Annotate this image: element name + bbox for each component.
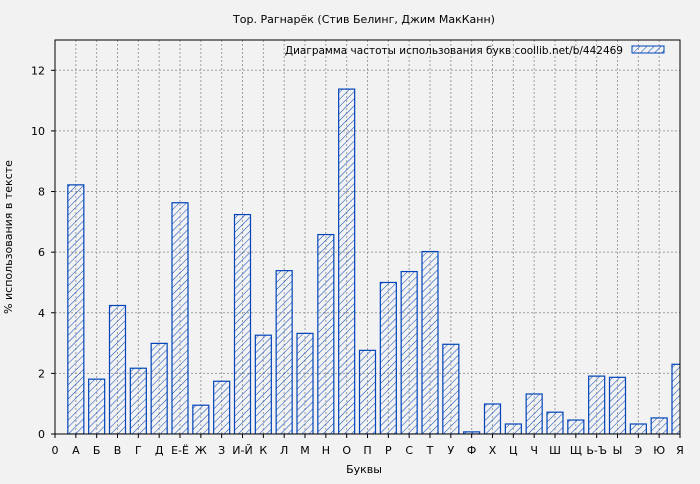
x-tick-label: В: [114, 444, 122, 457]
bar-Ц: [504, 423, 522, 434]
legend-label: Диаграмма частоты использования букв coo…: [285, 45, 623, 57]
bar-С: [400, 270, 418, 434]
y-tick-label: 0: [38, 428, 45, 441]
legend-swatch: [631, 45, 665, 54]
bar-А: [67, 184, 85, 434]
x-tick-label: П: [363, 444, 371, 457]
bar-Ю: [650, 417, 668, 434]
x-tick-label: Г: [135, 444, 142, 457]
y-tick-label: 4: [38, 307, 45, 320]
bar-Н: [317, 233, 335, 434]
x-axis-label: Буквы: [346, 463, 382, 476]
bar-И-Й: [233, 213, 252, 434]
x-tick-label: Т: [426, 444, 434, 457]
bar-Л: [275, 270, 293, 434]
y-tick-label: 12: [31, 64, 45, 77]
bar-Э: [629, 423, 647, 434]
x-tick-label: 0: [52, 444, 59, 457]
x-tick-label: К: [259, 444, 267, 457]
bar-М: [296, 332, 314, 434]
bar-Ч: [525, 393, 543, 434]
bar-Х: [483, 403, 502, 434]
x-tick-label: Ш: [549, 444, 561, 457]
x-tick-label: Л: [280, 444, 288, 457]
bar-В: [108, 304, 127, 434]
bar-Я: [671, 363, 680, 434]
y-tick-label: 2: [38, 367, 45, 380]
x-tick-label: У: [447, 444, 454, 457]
x-tick-label: Б: [93, 444, 101, 457]
bar-П: [358, 349, 377, 434]
x-tick-label: З: [218, 444, 225, 457]
bar-Г: [129, 367, 147, 434]
chart-title: Тор. Рагнарёк (Стив Белинг, Джим МакКанн…: [232, 13, 495, 26]
x-tick-label: С: [405, 444, 413, 457]
x-tick-label: Ч: [530, 444, 538, 457]
bar-Т: [421, 250, 439, 434]
bar-Р: [379, 281, 397, 434]
bar-У: [442, 343, 460, 434]
bars: [67, 88, 680, 434]
bar-Щ: [567, 419, 585, 434]
x-tick-label: Щ: [570, 444, 582, 457]
x-tick-label: Р: [385, 444, 392, 457]
y-tick-label: 6: [38, 246, 45, 259]
x-tick-label: Ь-Ъ: [586, 444, 607, 457]
x-tick-label: Н: [322, 444, 330, 457]
plot-frame: [54, 39, 681, 435]
bar-Д: [150, 342, 168, 434]
x-tick-label: Д: [155, 444, 164, 457]
bar-З: [213, 380, 231, 434]
y-axis-label: % использования в тексте: [2, 160, 15, 314]
x-tick-label: Ф: [467, 444, 476, 457]
legend: Диаграмма частоты использования букв coo…: [285, 45, 665, 57]
x-tick-label: Ж: [195, 444, 207, 457]
bar-Ж: [192, 404, 210, 434]
bar-К: [254, 334, 272, 434]
x-tick-label: А: [72, 444, 80, 457]
bar-О: [338, 88, 356, 434]
y-tick-label: 8: [38, 186, 45, 199]
y-tick-label: 10: [31, 125, 45, 138]
bar-Ь-Ъ: [588, 375, 606, 434]
x-tick-label: Ы: [613, 444, 623, 457]
bar-Б: [88, 378, 106, 434]
x-tick-label: Е-Ё: [171, 444, 189, 457]
x-tick-label: Х: [489, 444, 497, 457]
bar-Ы: [608, 376, 627, 434]
x-tick-label: Я: [676, 444, 684, 457]
x-tick-label: Ю: [653, 444, 665, 457]
x-tick-label: М: [300, 444, 310, 457]
bar-Ш: [546, 411, 564, 434]
x-tick-label: О: [342, 444, 351, 457]
bar-Е-Ё: [171, 202, 189, 434]
x-tick-label: Э: [634, 444, 642, 457]
x-tick-label: И-Й: [232, 444, 252, 457]
x-tick-label: Ц: [509, 444, 518, 457]
